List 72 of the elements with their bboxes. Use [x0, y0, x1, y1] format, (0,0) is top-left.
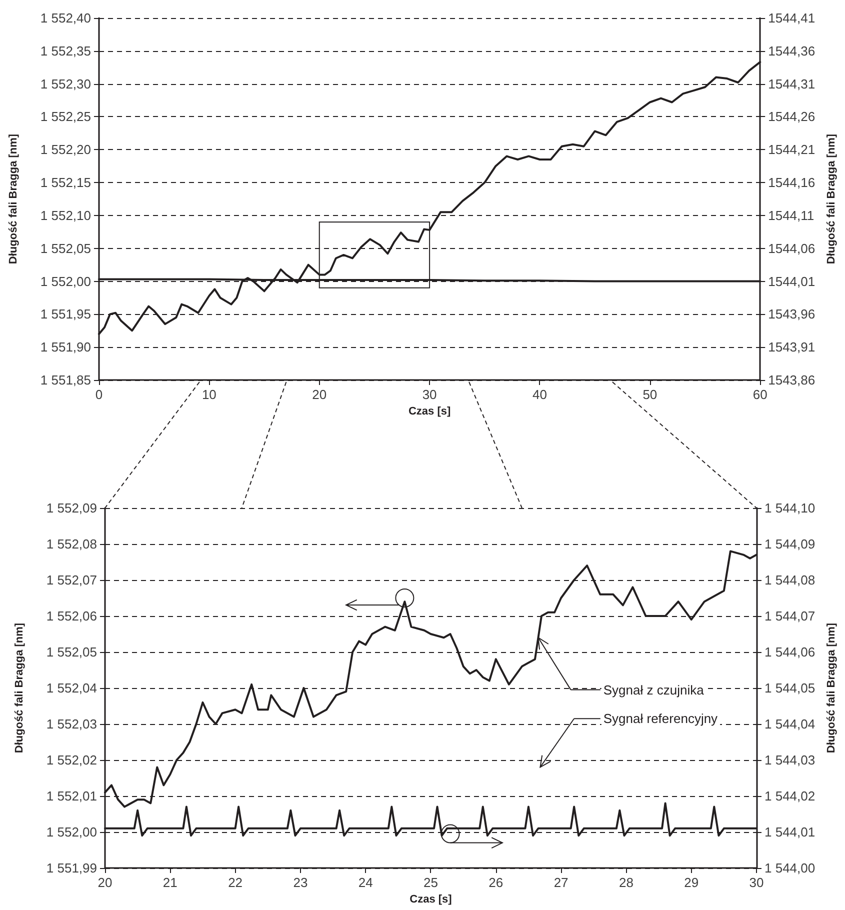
y-tick-label: 1 552,08 [46, 536, 97, 552]
y-axis-title: Długość fali Bragga [nm] [8, 134, 20, 264]
y2-tick-label: 1543,91 [768, 340, 816, 355]
y-tick-label: 1 551,95 [40, 306, 91, 322]
x-tick-label: 28 [618, 875, 634, 890]
y2-tick-label: 1544,36 [768, 43, 816, 58]
y2-axis-title: Długość fali Bragga [nm] [826, 622, 838, 754]
y-tick-label: 1 552,05 [46, 644, 97, 660]
y2-tick-label: 1 544,07 [764, 608, 816, 624]
x-tick-label: 26 [488, 875, 504, 890]
y2-tick-label: 1 544,09 [764, 536, 816, 552]
y2-tick-label: 1544,01 [768, 274, 816, 289]
y-tick-label: 1 552,04 [46, 680, 97, 696]
y-tick-label: 1 552,09 [46, 500, 97, 516]
x-tick-label: 25 [424, 875, 438, 890]
y2-tick-label: 1 544,03 [764, 752, 816, 768]
y-tick-label: 1 552,40 [40, 10, 91, 26]
y-tick-label: 1 552,01 [46, 788, 97, 804]
x-tick-label: 30 [422, 387, 437, 402]
x-tick-label: 21 [162, 875, 178, 890]
y-tick-label: 1 552,06 [46, 608, 97, 624]
y2-tick-label: 1544,31 [768, 76, 816, 92]
x-tick-label: 20 [98, 875, 112, 890]
y-tick-label: 1 551,99 [46, 860, 97, 876]
x-tick-label: 60 [752, 387, 768, 402]
y2-tick-label: 1544,26 [768, 109, 816, 124]
y2-tick-label: 1 544,02 [764, 788, 816, 804]
x-tick-label: 20 [312, 387, 327, 402]
y-tick-label: 1 552,25 [40, 109, 91, 124]
y2-tick-label: 1543,96 [768, 306, 816, 322]
x-tick-label: 22 [228, 875, 243, 890]
y2-tick-label: 1 544,04 [764, 716, 816, 732]
y2-axis-title: Długość fali Bragga [nm] [826, 134, 838, 264]
y-tick-label: 1 552,07 [46, 572, 97, 588]
y2-tick-label: 1 544,00 [764, 860, 816, 876]
x-tick-label: 23 [293, 875, 308, 890]
y2-tick-label: 1544,11 [768, 208, 814, 223]
x-tick-label: 29 [684, 875, 699, 890]
y2-tick-label: 1543,86 [768, 372, 816, 388]
y2-tick-label: 1544,16 [768, 175, 816, 190]
y2-tick-label: 1544,41 [768, 10, 816, 26]
y2-tick-label: 1544,06 [768, 240, 816, 256]
y-tick-label: 1 551,90 [40, 340, 91, 355]
y-tick-label: 1 552,00 [40, 274, 91, 289]
y2-tick-label: 1 544,08 [764, 572, 816, 588]
x-tick-label: 0 [95, 387, 103, 402]
x-tick-label: 24 [358, 875, 373, 890]
y-tick-label: 1 552,10 [40, 208, 91, 223]
annotation: Sygnał z czujnika [603, 682, 705, 698]
x-tick-label: 27 [554, 875, 568, 890]
y-tick-label: 1 552,20 [40, 142, 91, 158]
y-tick-label: 1 552,05 [40, 240, 91, 256]
y2-tick-label: 1 544,06 [764, 644, 816, 660]
x-tick-label: 40 [532, 387, 547, 402]
y-tick-label: 1 552,00 [46, 824, 97, 840]
y-axis-title: Długość fali Bragga [nm] [14, 622, 26, 754]
y-tick-label: 1 552,30 [40, 76, 91, 92]
y2-tick-label: 1544,21 [768, 142, 816, 158]
y2-tick-label: 1 544,10 [764, 500, 816, 516]
y-tick-label: 1 552,02 [46, 752, 97, 768]
x-tick-label: 50 [642, 387, 658, 402]
y-tick-label: 1 552,15 [40, 175, 91, 190]
x-axis-title: Czas [s] [408, 406, 451, 418]
y2-tick-label: 1 544,01 [764, 824, 816, 840]
y-tick-label: 1 551,85 [40, 372, 91, 388]
x-tick-label: 10 [202, 387, 216, 402]
x-tick-label: 30 [749, 875, 764, 890]
y-tick-label: 1 552,03 [46, 716, 97, 732]
y-tick-label: 1 552,35 [40, 43, 91, 58]
annotation: Sygnał referencyjny [603, 711, 718, 726]
x-axis-title: Czas [s] [410, 894, 452, 906]
y2-tick-label: 1 544,05 [764, 680, 816, 696]
